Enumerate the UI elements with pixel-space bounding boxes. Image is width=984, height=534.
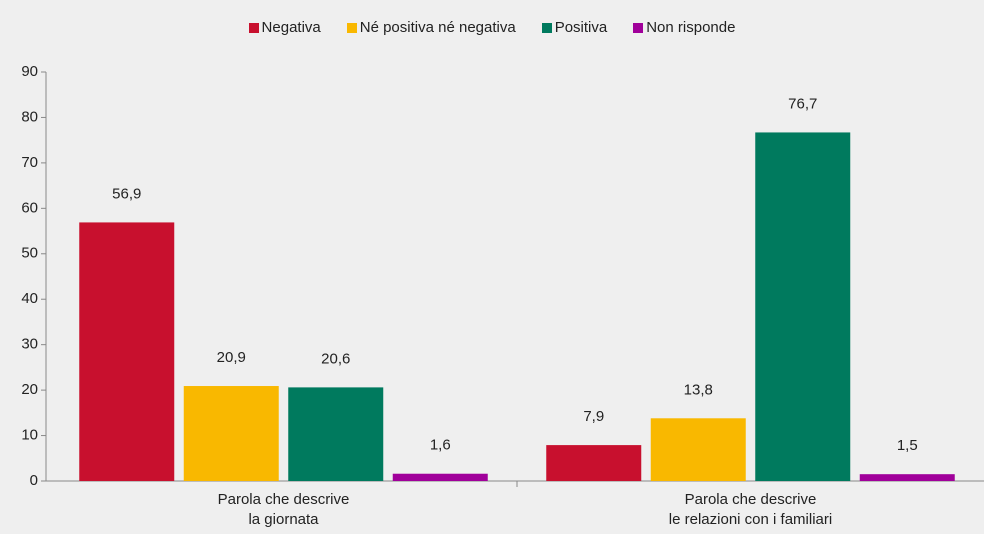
y-tick-label: 60	[21, 199, 38, 216]
bar	[650, 418, 746, 481]
bar	[392, 473, 488, 481]
bar	[79, 222, 175, 481]
data-label: 1,5	[897, 437, 918, 454]
legend-swatch	[633, 22, 644, 33]
y-tick-label: 0	[30, 472, 38, 489]
bar	[288, 387, 384, 481]
data-label: 1,6	[430, 437, 451, 454]
legend-item: Negativa	[248, 19, 321, 36]
bar	[546, 445, 642, 481]
y-tick-label: 30	[21, 336, 38, 353]
bar	[755, 132, 851, 482]
data-label: 13,8	[684, 381, 713, 398]
legend-item: Né positiva né negativa	[346, 19, 516, 36]
data-label: 20,9	[217, 349, 246, 366]
y-tick-label: 20	[21, 381, 38, 398]
x-tick-label: Parola che descrive le relazioni con i f…	[668, 491, 833, 528]
data-label: 56,9	[112, 185, 141, 202]
y-tick-label: 80	[21, 108, 38, 125]
y-tick-label: 50	[21, 245, 38, 262]
bar	[183, 386, 279, 481]
data-label: 7,9	[583, 408, 604, 425]
legend-label: Né positiva né negativa	[359, 19, 516, 36]
y-tick-label: 10	[21, 427, 38, 444]
y-tick-label: 90	[21, 63, 38, 80]
legend-label: Negativa	[261, 19, 321, 36]
bar	[859, 474, 955, 481]
legend-item: Positiva	[541, 19, 608, 36]
y-tick-label: 70	[21, 154, 38, 171]
legend-label: Positiva	[554, 19, 608, 36]
x-tick-label: Parola che descrive la giornata	[217, 491, 350, 528]
y-tick-label: 40	[21, 290, 38, 307]
data-label: 20,6	[321, 350, 350, 367]
legend-swatch	[248, 22, 259, 33]
legend: Negativa Né positiva né negativa Positiva N…	[0, 19, 984, 36]
legend-item: Non risponde	[633, 19, 735, 36]
legend-swatch	[346, 22, 357, 33]
data-label: 76,7	[788, 95, 817, 112]
legend-label: Non risponde	[646, 19, 736, 36]
legend-swatch	[541, 22, 552, 33]
